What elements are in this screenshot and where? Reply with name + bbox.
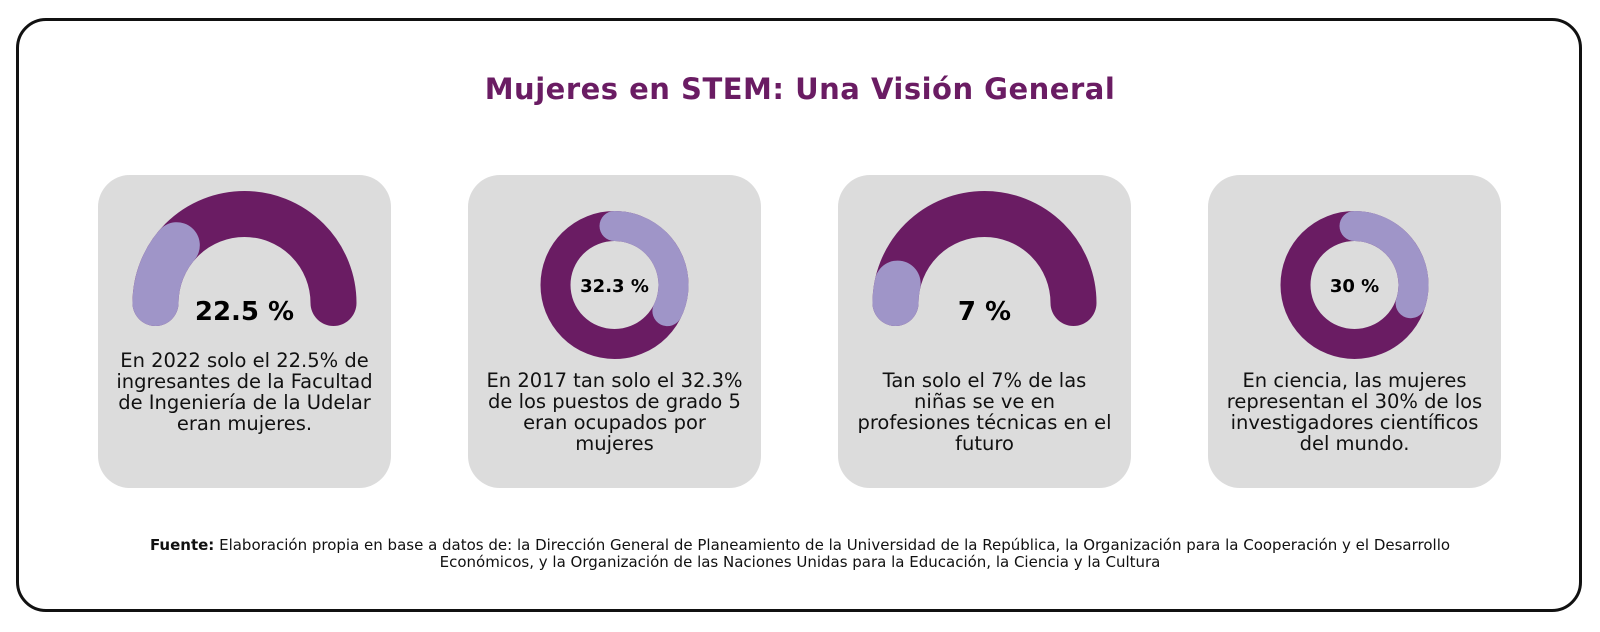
stat-card-2: 32.3 % En 2017 tan solo el 32.3% de los … bbox=[468, 175, 761, 488]
gauge-chart-3: 7 % bbox=[872, 191, 1097, 327]
infographic-frame bbox=[16, 18, 1582, 612]
page-title: Mujeres en STEM: Una Visión General bbox=[484, 72, 1116, 106]
donut-chart-4: 30 % bbox=[1280, 211, 1429, 359]
gauge-value-arc bbox=[872, 260, 921, 326]
gauge-value-label: 22.5 % bbox=[195, 297, 294, 327]
source-label: Fuente: bbox=[149, 536, 215, 554]
donut-value-arc bbox=[1339, 211, 1429, 319]
stat-caption: En 2022 solo el 22.5% de ingresantes de … bbox=[116, 349, 373, 435]
gauge-chart-1: 22.5 % bbox=[132, 191, 357, 327]
stat-caption: Tan solo el 7% de las niñas se ve en pro… bbox=[857, 369, 1112, 455]
gauge-track bbox=[872, 191, 1097, 326]
gauge-value-arc bbox=[132, 222, 200, 326]
donut-value-arc bbox=[599, 211, 689, 327]
donut-value-label: 32.3 % bbox=[580, 276, 649, 297]
source-note: Fuente: Elaboración propia en base a dat… bbox=[130, 537, 1470, 571]
gauge-value-label: 7 % bbox=[958, 297, 1011, 327]
stat-caption: En 2017 tan solo el 32.3% de los puestos… bbox=[486, 369, 743, 455]
stat-card-4: 30 % En ciencia, las mujeres representan… bbox=[1208, 175, 1501, 488]
stat-card-3: 7 % Tan solo el 7% de las niñas se ve en… bbox=[838, 175, 1131, 488]
donut-value-label: 30 % bbox=[1330, 276, 1379, 297]
donut-chart-2: 32.3 % bbox=[540, 211, 689, 359]
stat-card-1: 22.5 % En 2022 solo el 22.5% de ingresan… bbox=[98, 175, 391, 488]
source-text: Elaboración propia en base a datos de: l… bbox=[219, 536, 1451, 571]
stat-caption: En ciencia, las mujeres representan el 3… bbox=[1226, 369, 1483, 455]
